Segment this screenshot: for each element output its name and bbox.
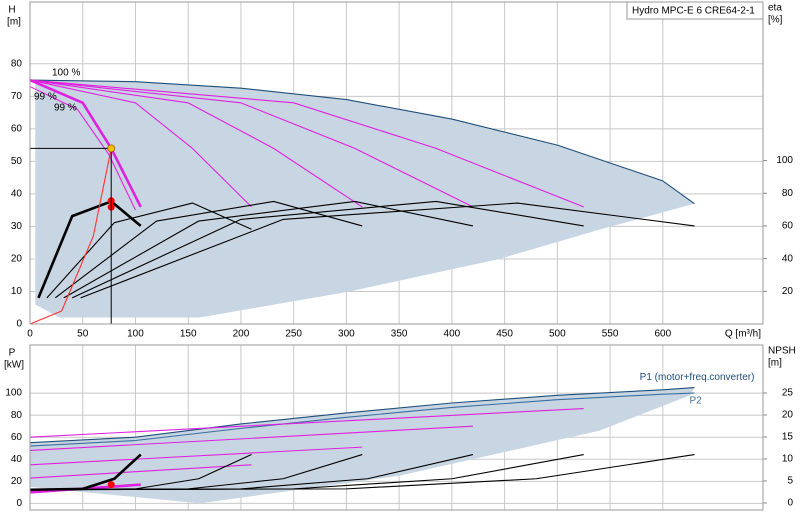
curve bbox=[29, 79, 363, 208]
y-tick-label: 50 bbox=[11, 156, 23, 167]
series-label: P2 bbox=[689, 396, 702, 407]
y2-tick-label: 40 bbox=[782, 253, 794, 264]
y-tick-label: 80 bbox=[11, 58, 23, 69]
y2-tick-label: 20 bbox=[782, 286, 794, 297]
y-axis-label: P bbox=[9, 348, 16, 359]
curve bbox=[29, 148, 112, 325]
curve bbox=[29, 392, 695, 447]
x-tick-label: 200 bbox=[233, 329, 250, 340]
curve bbox=[29, 78, 142, 208]
annotation: 99 % bbox=[54, 103, 77, 114]
curve bbox=[71, 200, 584, 299]
curve bbox=[29, 446, 363, 466]
curve bbox=[29, 407, 584, 438]
y-tick-label: 20 bbox=[11, 254, 23, 265]
y-tick-label: 20 bbox=[11, 476, 23, 487]
x-tick-label: 100 bbox=[127, 329, 144, 340]
y2-axis-unit: [%] bbox=[768, 15, 783, 26]
y2-axis-label: eta bbox=[768, 3, 782, 14]
y2-tick-label: 10 bbox=[782, 454, 794, 465]
x-tick-label: 450 bbox=[496, 329, 513, 340]
y-axis-unit: [kW] bbox=[4, 360, 24, 371]
curve bbox=[29, 86, 136, 211]
y-tick-label: 10 bbox=[11, 286, 23, 297]
y2-tick-label: 20 bbox=[782, 410, 794, 421]
title-box bbox=[626, 1, 764, 20]
curve bbox=[29, 79, 252, 208]
x-tick-label: 250 bbox=[285, 329, 302, 340]
y-tick-label: 60 bbox=[11, 432, 23, 443]
curve bbox=[80, 202, 695, 299]
duty-point bbox=[107, 144, 116, 153]
y-tick-label: 80 bbox=[11, 410, 23, 421]
curve bbox=[29, 79, 584, 208]
x-tick-label: 600 bbox=[654, 329, 671, 340]
curve bbox=[54, 200, 363, 299]
y-tick-label: 100 bbox=[5, 388, 22, 399]
x-tick-label: 50 bbox=[77, 329, 89, 340]
x-tick-label: 300 bbox=[338, 329, 355, 340]
envelope-area bbox=[35, 80, 695, 318]
series-label: P1 (motor+freq.converter) bbox=[640, 372, 755, 383]
annotation: 100 % bbox=[52, 68, 80, 79]
y-axis-unit: [m] bbox=[7, 17, 21, 28]
x-tick-label: 500 bbox=[549, 329, 566, 340]
y2-tick-label: 80 bbox=[782, 188, 794, 199]
curve bbox=[29, 79, 474, 208]
curve bbox=[46, 202, 252, 299]
y2-tick-label: 5 bbox=[787, 476, 793, 487]
y2-axis-label: NPSH bbox=[768, 346, 796, 357]
x-tick-label: 550 bbox=[602, 329, 619, 340]
annotation: 99 % bbox=[34, 92, 57, 103]
chart-title: Hydro MPC-E 6 CRE64-2-1 bbox=[632, 6, 755, 17]
y-tick-label: 60 bbox=[11, 123, 23, 134]
point-marker bbox=[107, 481, 115, 489]
y-axis-label: H bbox=[8, 5, 15, 16]
curve bbox=[29, 454, 695, 491]
y2-tick-label: 60 bbox=[782, 221, 794, 232]
y-tick-label: 70 bbox=[11, 91, 23, 102]
curve bbox=[63, 200, 474, 299]
y2-tick-label: 0 bbox=[787, 498, 793, 509]
y-tick-label: 40 bbox=[11, 454, 23, 465]
y2-axis-unit: [m] bbox=[768, 358, 782, 369]
y2-tick-label: 15 bbox=[782, 432, 794, 443]
x-tick-label: 150 bbox=[180, 329, 197, 340]
envelope-area bbox=[30, 387, 695, 504]
curve bbox=[29, 464, 252, 479]
y-tick-label: 0 bbox=[16, 498, 22, 509]
y2-tick-label: 100 bbox=[776, 155, 793, 166]
y-tick-label: 30 bbox=[11, 221, 23, 232]
x-tick-label: 350 bbox=[391, 329, 408, 340]
curve bbox=[37, 200, 142, 299]
curve bbox=[29, 425, 473, 451]
plot-frame bbox=[29, 344, 764, 511]
x-axis-label: Q [m³/h] bbox=[725, 329, 761, 340]
y-tick-label: 40 bbox=[11, 189, 23, 200]
y-tick-label: 0 bbox=[16, 319, 22, 330]
x-tick-label: 400 bbox=[444, 329, 461, 340]
plot-frame bbox=[29, 1, 764, 325]
curve bbox=[29, 79, 695, 205]
x-tick-label: 0 bbox=[27, 329, 33, 340]
curve bbox=[29, 387, 695, 444]
y2-tick-label: 25 bbox=[782, 388, 794, 399]
